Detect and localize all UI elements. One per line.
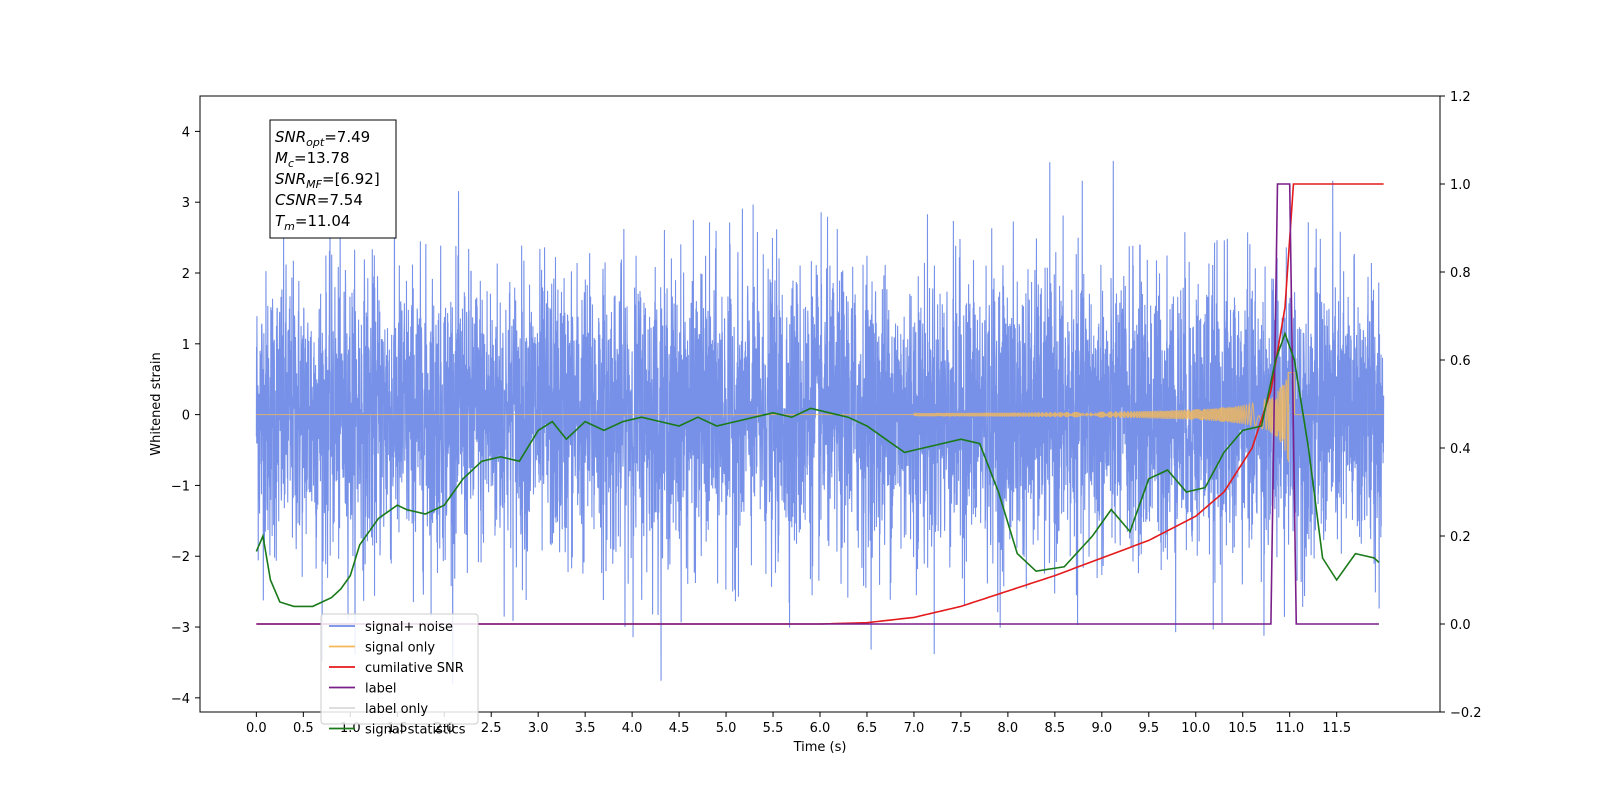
y-axis-right: 1.2 1.0 0.8 0.6 0.4 0.2 0.0 −0.2 bbox=[1440, 90, 1482, 721]
x-tick-label: 5.5 bbox=[763, 721, 784, 736]
y-axis-left: 4 3 2 1 0 −1 −2 −3 −4 bbox=[171, 125, 200, 707]
x-tick-label: 1.5 bbox=[387, 721, 408, 736]
x-tick-label: 7.5 bbox=[951, 721, 972, 736]
annotation-box: SNRopt=7.49Mc=13.78SNRMF=[6.92]CSNR=7.54… bbox=[269, 119, 397, 239]
y-axis-left-label: Whitened strain bbox=[149, 352, 164, 455]
legend-frame bbox=[320, 613, 479, 725]
annotation-line: Tm=11.04 bbox=[275, 212, 350, 233]
x-tick-label: 6.0 bbox=[810, 721, 831, 736]
x-tick-label: 10.5 bbox=[1228, 721, 1257, 736]
y-right-tick-label: 0.8 bbox=[1450, 266, 1471, 281]
x-tick-label: 4.0 bbox=[622, 721, 643, 736]
x-tick-label: 0.5 bbox=[293, 721, 314, 736]
y-left-tick-label: 4 bbox=[182, 125, 190, 140]
x-tick-label: 0.0 bbox=[246, 721, 267, 736]
y-right-tick-label: 0.4 bbox=[1450, 442, 1471, 457]
annotation-frame bbox=[269, 119, 397, 239]
x-tick-label: 7.0 bbox=[904, 721, 925, 736]
y-right-tick-label: 1.0 bbox=[1450, 178, 1471, 193]
legend-label: label only bbox=[365, 702, 428, 717]
y-left-tick-label: 0 bbox=[182, 409, 190, 424]
legend-label: cumilative SNR bbox=[365, 661, 464, 676]
y-left-tick-label: 3 bbox=[182, 196, 190, 211]
annotation-line: CSNR=7.54 bbox=[275, 191, 363, 209]
x-tick-label: 2.5 bbox=[481, 721, 502, 736]
y-left-tick-label: −3 bbox=[171, 621, 190, 636]
x-tick-label: 6.5 bbox=[857, 721, 878, 736]
y-right-tick-label: −0.2 bbox=[1450, 706, 1482, 721]
series-cumulative-snr bbox=[256, 183, 1384, 625]
x-tick-label: 8.0 bbox=[998, 721, 1019, 736]
series-label bbox=[256, 183, 1379, 625]
y-left-tick-label: 2 bbox=[182, 267, 190, 282]
x-tick-label: 3.0 bbox=[528, 721, 549, 736]
x-axis-label: Time (s) bbox=[793, 740, 847, 755]
y-right-tick-label: 0.6 bbox=[1450, 354, 1471, 369]
legend-label: signal statistics bbox=[365, 723, 466, 738]
x-tick-label: 11.5 bbox=[1322, 721, 1351, 736]
legend-label: signal only bbox=[365, 641, 435, 656]
y-right-tick-label: 0.2 bbox=[1450, 530, 1471, 545]
x-tick-label: 5.0 bbox=[716, 721, 737, 736]
x-tick-label: 9.5 bbox=[1138, 721, 1159, 736]
y-left-tick-label: −2 bbox=[171, 550, 190, 565]
x-tick-label: 2.0 bbox=[434, 721, 455, 736]
legend-label: label bbox=[365, 682, 396, 697]
x-tick-label: 3.5 bbox=[575, 721, 596, 736]
x-tick-label: 8.5 bbox=[1045, 721, 1066, 736]
x-tick-label: 9.0 bbox=[1091, 721, 1112, 736]
x-tick-label: 10.0 bbox=[1181, 721, 1210, 736]
series-signal-only bbox=[256, 371, 1384, 462]
y-left-tick-label: 1 bbox=[182, 338, 190, 353]
y-right-tick-label: 1.2 bbox=[1450, 90, 1471, 105]
annotation-line: SNRMF=[6.92] bbox=[275, 170, 380, 191]
annotation-line: Mc=13.78 bbox=[275, 149, 350, 170]
x-axis: 0.0 0.5 1.0 1.5 2.0 2.5 3.0 3.5 4.0 4.5 5.0 5.5 6.0 6… bbox=[246, 712, 1351, 736]
y-right-tick-label: 0.0 bbox=[1450, 618, 1471, 633]
y-left-tick-label: −1 bbox=[171, 479, 190, 494]
series-signal-statistics bbox=[255, 331, 1380, 608]
y-left-tick-label: −4 bbox=[171, 692, 190, 707]
annotation-line: SNRopt=7.49 bbox=[275, 128, 370, 149]
x-tick-label: 11.0 bbox=[1275, 721, 1304, 736]
x-tick-label: 4.5 bbox=[669, 721, 690, 736]
legend: signal+ noise signal only cumilative SNR la… bbox=[320, 613, 479, 738]
legend-label: signal+ noise bbox=[365, 620, 453, 635]
series-signal-noise bbox=[255, 160, 1385, 684]
series-layer bbox=[255, 160, 1385, 684]
